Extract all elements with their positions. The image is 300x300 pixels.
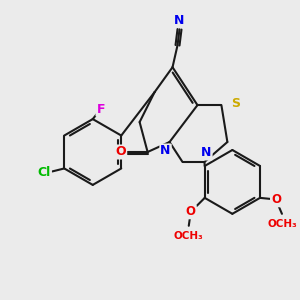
Text: N: N [174, 14, 185, 27]
Text: OCH₃: OCH₃ [174, 231, 204, 241]
Text: Cl: Cl [38, 166, 51, 179]
Text: O: O [271, 194, 281, 206]
Text: S: S [231, 97, 240, 110]
Text: O: O [186, 205, 196, 218]
Text: N: N [160, 145, 171, 158]
Text: F: F [97, 103, 105, 116]
Text: O: O [116, 146, 126, 158]
Text: OCH₃: OCH₃ [267, 219, 297, 229]
Text: N: N [201, 146, 212, 160]
